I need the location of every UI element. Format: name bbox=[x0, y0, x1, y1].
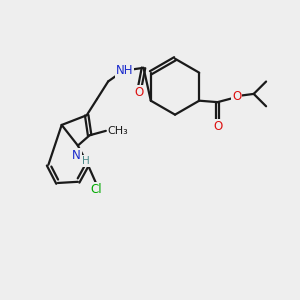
Text: O: O bbox=[232, 90, 241, 104]
Text: NH: NH bbox=[116, 64, 133, 77]
Text: H: H bbox=[82, 156, 90, 166]
Text: CH₃: CH₃ bbox=[107, 126, 128, 136]
Text: O: O bbox=[135, 86, 144, 99]
Text: Cl: Cl bbox=[90, 183, 102, 196]
Text: N: N bbox=[72, 148, 81, 161]
Text: O: O bbox=[213, 120, 222, 133]
